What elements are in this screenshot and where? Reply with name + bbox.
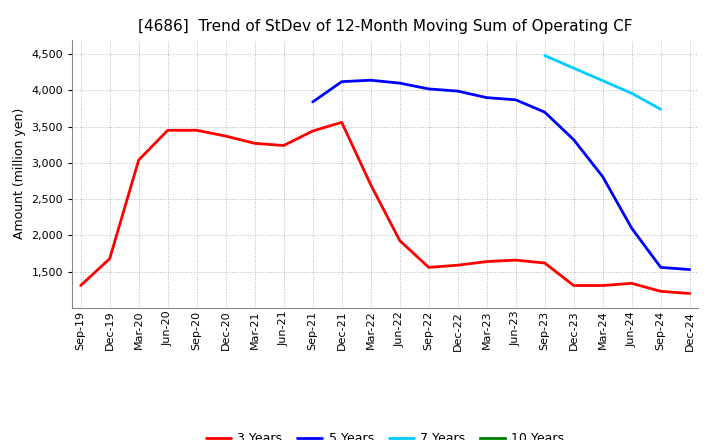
5 Years — [338, 79, 346, 84]
5 Years — [454, 88, 462, 94]
3 Years — [395, 238, 404, 243]
Line: 3 Years: 3 Years — [81, 122, 690, 293]
3 Years — [279, 143, 288, 148]
5 Years — [541, 110, 549, 115]
3 Years — [163, 128, 172, 133]
5 Years — [511, 97, 520, 103]
Y-axis label: Amount (million yen): Amount (million yen) — [13, 108, 26, 239]
3 Years — [221, 133, 230, 139]
3 Years — [424, 265, 433, 270]
Legend: 3 Years, 5 Years, 7 Years, 10 Years: 3 Years, 5 Years, 7 Years, 10 Years — [201, 427, 570, 440]
5 Years — [570, 137, 578, 143]
3 Years — [598, 283, 607, 288]
7 Years — [627, 91, 636, 96]
5 Years — [424, 86, 433, 92]
5 Years — [685, 267, 694, 272]
5 Years — [366, 77, 375, 83]
3 Years — [105, 256, 114, 261]
3 Years — [366, 182, 375, 187]
3 Years — [454, 263, 462, 268]
3 Years — [251, 141, 259, 146]
3 Years — [657, 289, 665, 294]
Line: 7 Years: 7 Years — [545, 55, 661, 109]
3 Years — [482, 259, 491, 264]
5 Years — [627, 226, 636, 231]
3 Years — [541, 260, 549, 266]
3 Years — [192, 128, 201, 133]
3 Years — [308, 128, 317, 134]
3 Years — [570, 283, 578, 288]
7 Years — [657, 106, 665, 112]
5 Years — [657, 265, 665, 270]
5 Years — [308, 99, 317, 105]
Line: 5 Years: 5 Years — [312, 80, 690, 270]
5 Years — [598, 174, 607, 180]
3 Years — [685, 291, 694, 296]
3 Years — [338, 120, 346, 125]
Title: [4686]  Trend of StDev of 12-Month Moving Sum of Operating CF: [4686] Trend of StDev of 12-Month Moving… — [138, 19, 632, 34]
5 Years — [395, 81, 404, 86]
3 Years — [511, 257, 520, 263]
7 Years — [541, 53, 549, 58]
3 Years — [627, 281, 636, 286]
3 Years — [135, 158, 143, 163]
5 Years — [482, 95, 491, 100]
3 Years — [76, 283, 85, 288]
